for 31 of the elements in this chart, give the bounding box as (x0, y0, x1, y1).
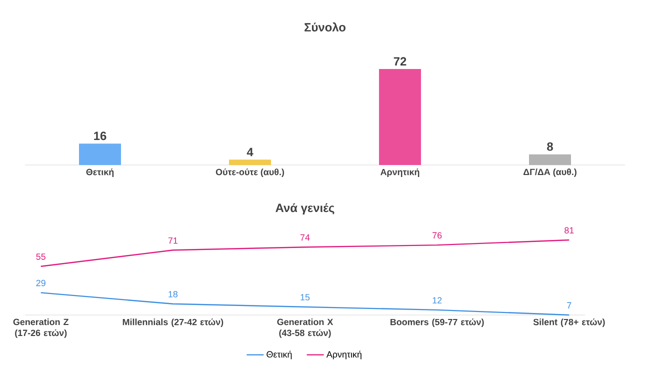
data-label: 71 (168, 237, 178, 244)
data-label: 74 (300, 234, 310, 241)
data-label: 4 (246, 148, 254, 156)
x-tick-label: Boomers (59-77 ετών) (390, 318, 484, 327)
data-label: 16 (94, 132, 106, 140)
bar (229, 160, 271, 165)
data-label: 18 (168, 290, 178, 298)
legend-label: Θετική (266, 350, 292, 360)
data-label: 76 (432, 232, 442, 239)
data-label: 81 (564, 227, 574, 234)
x-tick-label: ΔΓ/ΔΑ (αυθ.) (523, 168, 576, 177)
data-label: 55 (36, 254, 46, 260)
x-tick-label: Generation Z (17-26 ετών) (13, 318, 68, 338)
x-tick-label: Ούτε-ούτε (αυθ.) (216, 168, 284, 177)
x-tick-label: Millennials (27-42 ετών) (122, 318, 224, 327)
data-label: 72 (394, 57, 406, 66)
data-label: 8 (547, 142, 553, 151)
x-tick-label: Silent (78+ ετών) (533, 318, 605, 327)
bar (79, 144, 121, 165)
bar (379, 69, 422, 165)
x-tick-label: Generation X (43-58 ετών) (277, 318, 334, 338)
data-label: 29 (36, 280, 46, 286)
legend-label: Αρνητική (326, 350, 362, 360)
x-tick-label: Αρνητική (380, 168, 420, 177)
bar (529, 154, 572, 165)
data-label: 12 (432, 297, 442, 304)
chart-title: Σύνολο (304, 22, 346, 32)
data-label: 7 (567, 302, 572, 308)
chart-title: Ανά γενιές (276, 203, 334, 214)
x-tick-label: Θετική (86, 168, 114, 177)
data-label: 15 (300, 294, 310, 300)
